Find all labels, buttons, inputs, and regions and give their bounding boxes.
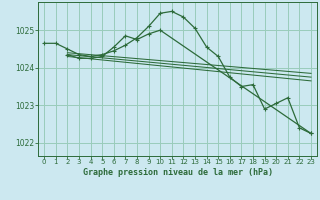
X-axis label: Graphe pression niveau de la mer (hPa): Graphe pression niveau de la mer (hPa) xyxy=(83,168,273,177)
